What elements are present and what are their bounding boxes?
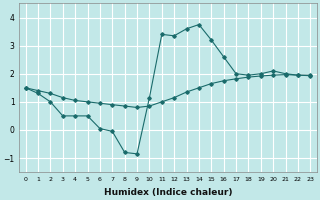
X-axis label: Humidex (Indice chaleur): Humidex (Indice chaleur) [104, 188, 232, 197]
